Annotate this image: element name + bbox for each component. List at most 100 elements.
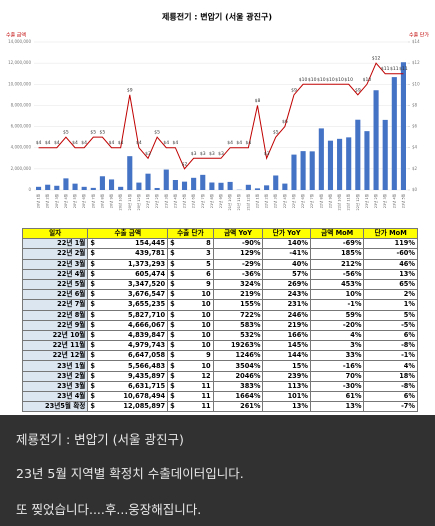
data-label: $9 bbox=[127, 87, 133, 93]
data-label: $4 bbox=[45, 140, 51, 146]
table-cell: 722% bbox=[212, 309, 264, 321]
table-cell: -1% bbox=[309, 299, 365, 311]
table-cell: 5,566,483 bbox=[100, 360, 169, 372]
bar bbox=[291, 154, 297, 190]
table-cell: $ bbox=[167, 340, 186, 352]
x-tick-label: 22년 12월 bbox=[355, 194, 360, 210]
chart: 제룡전기 : 변압기 (서울 광진구) 수출 금액 수출 단가 0 2,000,0… bbox=[0, 0, 435, 215]
table-row: 22년 12월 $6,647,058 $9 1246% 144% 33% -1% bbox=[21, 350, 418, 362]
table-cell: 144% bbox=[262, 350, 311, 362]
data-label: $3 bbox=[200, 151, 206, 157]
table-cell: $ bbox=[87, 278, 101, 291]
table-cell: 11 bbox=[185, 380, 214, 393]
data-label: $3 bbox=[209, 151, 215, 157]
table-cell: $ bbox=[167, 299, 186, 311]
table-cell: 10 bbox=[185, 289, 214, 301]
table-cell: 23년 1월 bbox=[21, 360, 89, 372]
table-cell: 10,678,494 bbox=[100, 390, 169, 403]
data-label: $6 bbox=[282, 119, 288, 125]
table-cell: $ bbox=[87, 268, 101, 280]
table-cell: 22년 1월 bbox=[21, 238, 89, 250]
x-tick-label: 20년 3월 bbox=[54, 194, 59, 208]
table-cell: -60% bbox=[363, 248, 418, 260]
bar bbox=[181, 181, 188, 190]
data-label: $3 bbox=[191, 151, 197, 157]
table-cell: 583% bbox=[212, 319, 264, 331]
x-tick-label: 23년 1월 bbox=[364, 194, 369, 208]
data-label: $4 bbox=[173, 140, 179, 146]
data-label: $11 bbox=[381, 66, 390, 72]
x-tick-label: 21년 7월 bbox=[200, 194, 205, 208]
post-body: 제룡전기 : 변압기 (서울 광진구) 23년 5월 지역별 확정치 수출데이터… bbox=[0, 415, 435, 526]
table-cell: 605,474 bbox=[100, 268, 169, 280]
bar bbox=[209, 182, 215, 190]
x-tick-label: 21년 3월 bbox=[163, 194, 168, 208]
x-tick-label: 20년 8월 bbox=[99, 194, 104, 208]
x-tick-label: 21년 1월 bbox=[145, 194, 150, 208]
table-cell: 5 bbox=[185, 258, 214, 270]
x-tick-label: 21년 12월 bbox=[245, 194, 250, 210]
table-row: 22년 5월 $3,347,520 $9 324% 269% 453% 65% bbox=[21, 278, 418, 291]
bar bbox=[99, 176, 105, 190]
table-cell: 6% bbox=[363, 390, 418, 403]
y-tick-label: 0 bbox=[28, 187, 31, 192]
table-cell: 70% bbox=[309, 370, 365, 382]
table-cell: 4% bbox=[363, 360, 418, 372]
table-row: 22년 3월 $1,373,293 $5 -29% 40% 212% 46% bbox=[21, 258, 418, 270]
table-cell: 212% bbox=[309, 258, 365, 270]
table-cell: $ bbox=[167, 238, 186, 250]
x-tick-label: 20년 10월 bbox=[118, 194, 123, 210]
header-cell: 일자 bbox=[21, 227, 89, 240]
table-cell: 46% bbox=[363, 258, 418, 270]
x-tick-label: 20년 2월 bbox=[45, 194, 50, 208]
table-cell: 219% bbox=[262, 319, 311, 331]
x-tick-label: 23년 2월 bbox=[373, 194, 378, 208]
table-cell: -16% bbox=[309, 360, 365, 372]
table-cell: $ bbox=[87, 248, 101, 260]
data-label: $10 bbox=[317, 77, 326, 83]
table-cell: $ bbox=[167, 329, 186, 342]
x-tick-label: 20년 7월 bbox=[90, 194, 95, 208]
data-label: $4 bbox=[227, 140, 233, 146]
data-label: $10 bbox=[308, 77, 317, 83]
header-cell: 단가 MoM bbox=[363, 227, 418, 240]
table-cell: $ bbox=[167, 248, 186, 260]
table-cell: 231% bbox=[262, 299, 311, 311]
x-tick-label: 21년 9월 bbox=[218, 194, 223, 208]
table-cell: -8% bbox=[363, 380, 418, 393]
table-cell: 11 bbox=[185, 390, 214, 403]
table-cell: 4,839,847 bbox=[100, 329, 169, 342]
data-label: $10 bbox=[344, 77, 353, 83]
table-cell: 532% bbox=[212, 329, 264, 342]
data-label: $8 bbox=[255, 98, 261, 104]
data-table: 일자 수출 금액 수출 단가 금액 YoY 단가 YoY 금액 MoM 단가 MoM 22년 … bbox=[21, 227, 418, 413]
table-cell: $ bbox=[87, 309, 101, 321]
post-line: 제룡전기 : 변압기 (서울 광진구) bbox=[16, 432, 184, 447]
bar bbox=[191, 177, 197, 190]
y-tick-label: 6,000,000 bbox=[11, 124, 32, 129]
table-cell: 1664% bbox=[212, 390, 264, 403]
table-cell: $ bbox=[87, 319, 101, 331]
table-cell: 22년 9월 bbox=[21, 319, 89, 331]
table-cell: $ bbox=[87, 238, 101, 250]
y-tick-label: 14,000,000 bbox=[8, 39, 31, 44]
x-tick-label: 21년 8월 bbox=[209, 194, 214, 208]
table-cell: $ bbox=[87, 299, 101, 311]
bar bbox=[127, 156, 133, 190]
y-tick-label: 4,000,000 bbox=[11, 145, 32, 150]
data-label: $5 bbox=[154, 130, 160, 136]
bar bbox=[337, 138, 343, 190]
y-tick-label: 2,000,000 bbox=[11, 166, 32, 171]
bar bbox=[364, 131, 370, 190]
table-cell: 10 bbox=[185, 340, 214, 352]
bar bbox=[90, 187, 96, 190]
bar bbox=[163, 169, 169, 190]
header-cell: 수출 금액 bbox=[87, 227, 169, 240]
data-label: $3 bbox=[264, 151, 270, 157]
data-label: $4 bbox=[81, 140, 87, 146]
x-tick-label: 20년 1월 bbox=[36, 194, 41, 208]
x-tick-label: 20년 9월 bbox=[109, 194, 114, 208]
table-cell: 3504% bbox=[212, 360, 264, 372]
table-cell: 1,373,293 bbox=[100, 258, 169, 270]
y2-tick-label: $0 bbox=[412, 187, 418, 192]
